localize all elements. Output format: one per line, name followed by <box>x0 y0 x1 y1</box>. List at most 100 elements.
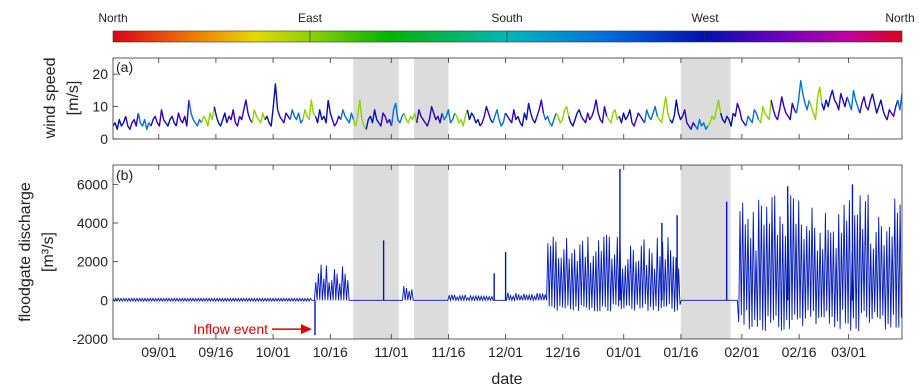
wind-speed-segment <box>884 99 899 121</box>
wind-speed-segment <box>264 83 279 127</box>
panel-a-x-ticks <box>158 58 850 139</box>
wind-speed-segment <box>681 109 696 130</box>
wind-speed-segment <box>833 92 848 111</box>
panel-a-frame <box>112 57 903 140</box>
wind-speed-segment <box>150 109 165 127</box>
wind-speed-segment <box>846 89 861 114</box>
wind-speed-segment <box>340 109 355 124</box>
wind-speed-segment <box>479 105 494 127</box>
inflow-event-label: Inflow event <box>193 321 268 337</box>
x-tick-label: 01/01 <box>606 344 641 360</box>
panel-b-discharge: -2000 0 2000 4000 6000 09/01 09/16 10/01 10/16 1… <box>17 164 903 388</box>
discharge-series <box>113 168 902 336</box>
wind-speed-segment <box>871 93 886 117</box>
wind-speed-segment <box>352 99 367 130</box>
wind-speed-segment <box>441 109 456 124</box>
y-tick-label: -2000 <box>72 331 108 347</box>
x-tick-label: 09/16 <box>198 344 233 360</box>
wind-speed-segment <box>125 112 139 130</box>
x-tick-label: 10/01 <box>256 344 291 360</box>
wind-speed-segment <box>656 96 671 124</box>
panel-a-wind-speed: 0 10 20 (a) wind speed [m/s] <box>42 57 903 147</box>
wind-speed-segment <box>466 109 481 127</box>
panel-a-label: (a) <box>116 59 133 75</box>
x-tick-label: 02/16 <box>782 344 817 360</box>
panel-b-ylabel-line2: [m³/s] <box>40 232 57 272</box>
panel-b-ylabel-line1: floodgate discharge <box>17 182 34 322</box>
wind-speed-segment <box>302 99 317 121</box>
panel-a-shaded-periods <box>353 58 731 139</box>
wind-speed-segment <box>416 109 431 127</box>
direction-colorbar: North East South West North <box>98 11 915 43</box>
wind-speed-segment <box>365 109 380 130</box>
panel-a-ylabel-line1: wind speed <box>42 58 59 140</box>
colorbar-label-west: West <box>691 11 719 25</box>
shaded-period-2 <box>414 58 449 139</box>
wind-speed-segment <box>327 99 342 127</box>
wind-speed-segment <box>428 105 443 124</box>
wind-speed-segment <box>795 80 810 114</box>
wind-speed-segment <box>897 93 902 111</box>
shaded-period-3 <box>680 165 731 339</box>
wind-speed-segment <box>378 112 393 127</box>
wind-speed-segment <box>555 105 570 124</box>
shaded-period-1 <box>353 165 399 339</box>
wind-speed-segment <box>694 118 709 130</box>
wind-speed-segment <box>454 109 469 127</box>
wind-speed-segment <box>137 112 152 130</box>
panel-b-x-ticks: 09/01 09/16 10/01 10/16 11/01 11/16 12/01 12/16… <box>141 165 866 360</box>
panel-b-frame <box>112 164 903 340</box>
wind-speed-segment <box>213 106 228 127</box>
wind-speed-segment <box>492 109 507 127</box>
wind-speed-segment <box>669 99 684 124</box>
x-tick-label: 12/16 <box>545 344 580 360</box>
wind-speed-segment <box>783 102 798 121</box>
wind-speed-segment <box>707 99 722 127</box>
x-tick-label: 09/01 <box>141 344 176 360</box>
colorbar-label-north-left: North <box>98 11 127 25</box>
y-tick-label: 0 <box>100 292 108 308</box>
wind-speed-segment <box>618 109 633 124</box>
x-tick-label: 11/01 <box>374 344 408 360</box>
panel-b-label: (b) <box>116 167 133 183</box>
wind-speed-segment <box>821 89 836 111</box>
wind-speed-segment <box>808 86 823 121</box>
wind-speed-segment <box>276 109 291 124</box>
colorbar-label-north-right: North <box>885 11 914 25</box>
wind-speed-segment <box>568 109 582 127</box>
wind-speed-segment <box>757 100 772 124</box>
inflow-event-annotation: Inflow event <box>193 321 313 337</box>
panel-b-shaded-periods <box>353 165 731 339</box>
colorbar-label-east: East <box>298 11 323 25</box>
wind-speed-segment <box>606 109 620 124</box>
x-tick-label: 02/01 <box>724 344 759 360</box>
wind-speed-segment <box>859 93 874 114</box>
wind-speed-segment <box>188 99 203 127</box>
wind-speed-segment <box>403 112 418 124</box>
wind-speed-segment <box>239 99 253 124</box>
wind-speed-segment <box>580 109 595 124</box>
panel-b-y-ticks: -2000 0 2000 4000 6000 <box>72 176 118 347</box>
y-tick-label: 4000 <box>77 215 108 231</box>
wind-speed-segment <box>113 116 127 130</box>
wind-speed-segment <box>175 100 190 127</box>
wind-speed-segment <box>163 115 177 127</box>
x-tick-label: 12/01 <box>488 344 523 360</box>
wind-speed-segment <box>251 109 266 124</box>
wind-speed-segment <box>770 96 785 121</box>
inflow-event-arrowhead <box>301 324 313 335</box>
colorbar-label-south: South <box>491 11 522 25</box>
wind-speed-segment <box>390 102 405 127</box>
wind-speed-segment <box>542 112 557 127</box>
y-tick-label: 0 <box>100 131 108 147</box>
wind-speed-segment <box>289 109 304 124</box>
wind-speed-segment <box>226 109 241 127</box>
y-tick-label: 10 <box>92 99 108 115</box>
shaded-period-2 <box>414 165 449 339</box>
wind-speed-segment <box>745 109 760 127</box>
wind-speed-segment <box>314 100 329 124</box>
wind-speed-segment <box>643 105 658 123</box>
wind-speed-segment <box>530 99 545 124</box>
wind-speed-series <box>113 80 902 130</box>
